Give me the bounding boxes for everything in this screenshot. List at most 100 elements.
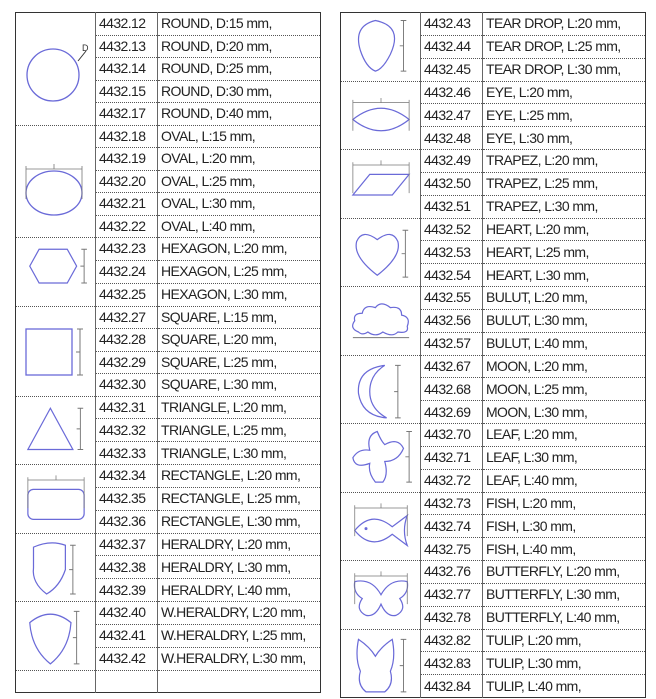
product-description: TULIP, L:20 mm, [482,628,646,653]
table-row: 4432.31 TRIANGLE, L:20 mm, [15,395,321,465]
product-description: TEAR DROP, L:20 mm, [482,12,646,36]
product-code: 4432.69 [420,400,483,424]
product-code: 4432.46 [420,80,483,105]
product-code: 4432.19 [95,147,158,171]
table-row: 4432.73 FISH, L:20 mm, [340,491,646,561]
product-code: 4432.50 [420,171,483,196]
product-code: 4432.73 [420,491,483,516]
product-description: LEAF, L:30 mm, [482,445,646,470]
product-description: ROUND, D:20 mm, [157,34,321,58]
rectangle-icon [26,475,85,520]
table-row: 4432.21 OVAL, L:30 mm, [16,192,321,216]
product-description: W.HERALDRY, L:30 mm, [157,646,321,671]
product-description: EYE, L:30 mm, [482,126,646,150]
table-row: 4432.82 TULIP, L:20 mm, [340,628,646,698]
trapez-icon [351,160,410,196]
shape-square-drawing [15,305,96,397]
product-code: 4432.39 [95,578,158,602]
shape-triangle-drawing [15,395,96,465]
heart-icon [355,229,408,278]
product-code: 4432.70 [420,423,483,447]
product-code: 4432.32 [95,418,158,443]
product-code: 4432.78 [420,605,483,630]
product-description: BULUT, L:20 mm, [482,286,646,310]
product-code: 4432.76 [420,560,483,584]
shape-w-heraldry-drawing [15,601,96,671]
shape-hexagon-drawing [15,237,96,307]
product-description: RECTANGLE, L:20 mm, [157,464,321,488]
product-code: 4432.33 [95,441,158,465]
table-row: 4432.39 HERALDRY, L:40 mm, [16,578,321,602]
product-code: 4432.47 [420,103,483,128]
table-row: 4432.40 W.HERALDRY, L:20 mm, [15,601,321,671]
shape-fish-drawing [340,491,421,561]
product-code: 4432.15 [95,79,158,103]
product-code: 4432.12 [95,12,158,36]
product-description: HERALDRY, L:30 mm, [157,555,321,580]
shape-tear-drop-drawing [340,12,421,82]
catalog-table-left: D 4432.12 ROUND, D:15 mm, 4432.13 ROUND, D:2… [15,12,321,693]
product-code: 4432.71 [420,445,483,470]
product-description: OVAL, L:40 mm, [157,214,321,238]
leaf-icon [351,430,412,483]
product-code: 4432.35 [95,486,158,511]
product-description: TEAR DROP, L:30 mm, [482,57,646,82]
product-code: 4432.57 [420,331,483,356]
product-code: 4432.42 [95,646,158,671]
product-description: EYE, L:20 mm, [482,80,646,105]
table-row: 4432.37 HERALDRY, L:20 mm, [15,532,321,602]
table-row: 4432.28 SQUARE, L:20 mm, [16,328,321,352]
table-row: 4432.42 W.HERALDRY, L:30 mm, [16,646,321,671]
table-row: 4432.38 HERALDRY, L:30 mm, [16,555,321,580]
product-description: FISH, L:30 mm, [482,514,646,539]
product-code: 4432.24 [95,259,158,284]
product-description: BUTTERFLY, L:30 mm, [482,582,646,607]
product-code: 4432.53 [420,240,483,265]
table-row: 4432.78 BUTTERFLY, L:40 mm, [341,605,646,630]
product-code: 4432.43 [420,12,483,36]
catalog-table-right: 4432.43 TEAR DROP, L:20 mm, 4432.44 TEAR DR… [340,12,646,698]
table-row: 4432.49 TRAPEZ, L:20 mm, [340,149,646,219]
product-code: 4432.45 [420,57,483,82]
table-row: 4432.57 BULUT, L:40 mm, [341,331,646,356]
butterfly-icon [353,571,408,617]
product-code: 4432.34 [95,464,158,488]
table-row: 4432.24 HEXAGON, L:25 mm, [16,259,321,284]
table-row: 4432.48 EYE, L:30 mm, [341,126,646,150]
product-code: 4432.51 [420,194,483,219]
product-code: 4432.41 [95,623,158,648]
table-row: 4432.20 OVAL, L:25 mm, [16,169,321,193]
product-description: MOON, L:30 mm, [482,400,646,424]
product-description: SQUARE, L:25 mm, [157,350,321,374]
table-row: 4432.46 EYE, L:20 mm, [340,80,646,150]
product-description: HEART, L:25 mm, [482,240,646,265]
product-description: FISH, L:40 mm, [482,537,646,561]
product-description: BULUT, L:40 mm, [482,331,646,356]
shape-cloud-drawing [340,286,421,356]
table-row: 4432.56 BULUT, L:30 mm, [341,308,646,333]
cloud-icon [351,303,409,339]
product-code: 4432.72 [420,468,483,493]
w-heraldry-icon [28,610,79,665]
product-description: HERALDRY, L:40 mm, [157,578,321,602]
product-description: OVAL, L:20 mm, [157,147,321,171]
product-code: 4432.56 [420,308,483,333]
product-description: FISH, L:20 mm, [482,491,646,516]
product-description: SQUARE, L:30 mm, [157,373,321,397]
product-code: 4432.55 [420,286,483,310]
product-code: 4432.49 [420,149,483,173]
table-row: 4432.45 TEAR DROP, L:30 mm, [341,57,646,82]
product-code: 4432.75 [420,537,483,561]
table-row: 4432.30 SQUARE, L:30 mm, [16,373,321,397]
table-row: 4432.51 TRAPEZ, L:30 mm, [341,194,646,219]
shape-eye-drawing [340,80,421,150]
shape-heraldry-drawing [15,532,96,602]
product-description: OVAL, L:25 mm, [157,169,321,193]
product-code: 4432.31 [95,395,158,420]
table-row: 4432.74 FISH, L:30 mm, [341,514,646,539]
shape-butterfly-drawing [340,560,421,630]
table-row: 4432.22 OVAL, L:40 mm, [16,214,321,238]
table-row: 4432.23 HEXAGON, L:20 mm, [15,237,321,307]
table-row: 4432.69 MOON, L:30 mm, [341,400,646,424]
table-row: 4432.68 MOON, L:25 mm, [341,377,646,402]
